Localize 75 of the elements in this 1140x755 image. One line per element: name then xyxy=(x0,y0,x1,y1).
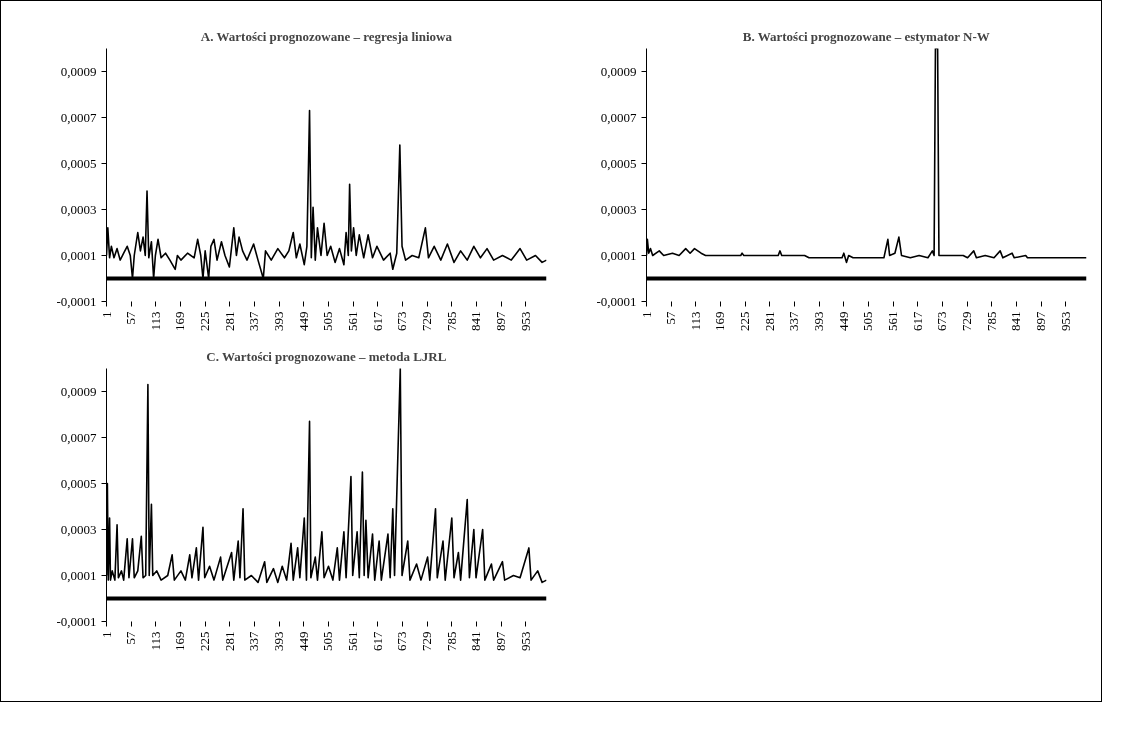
x-tick-label: 505 xyxy=(320,631,336,651)
x-tick-label: 673 xyxy=(394,631,410,651)
x-tick-label: 393 xyxy=(811,311,827,331)
x-tick-label: 1 xyxy=(98,631,114,638)
y-tick-label: -0,0001 xyxy=(56,293,97,309)
x-tick-label: 393 xyxy=(271,631,287,651)
x-tick-label: 113 xyxy=(687,311,703,331)
x-tick-label: 953 xyxy=(517,631,533,651)
y-tick-label: 0,0005 xyxy=(600,155,637,171)
x-tick-label: 113 xyxy=(147,311,163,331)
x-tick-label: 561 xyxy=(345,311,361,331)
x-tick-label: 785 xyxy=(443,311,459,331)
x-tick-label: 673 xyxy=(394,311,410,331)
x-tick-label: 729 xyxy=(419,311,435,331)
chart-title: A. Wartości prognozowane – regresja liniowa xyxy=(200,28,453,44)
y-tick-label: 0,0005 xyxy=(60,155,97,171)
y-tick-label: 0,0007 xyxy=(600,109,637,125)
x-tick-label: 169 xyxy=(712,311,728,331)
x-tick-label: 281 xyxy=(221,631,237,651)
y-tick-label: 0,0001 xyxy=(60,567,97,583)
y-tick-label: 0,0001 xyxy=(600,247,637,263)
x-tick-label: 617 xyxy=(369,311,385,331)
x-tick-label: 169 xyxy=(172,311,188,331)
x-tick-label: 617 xyxy=(369,631,385,651)
chart-title: B. Wartości prognozowane – estymator N-W xyxy=(742,28,990,44)
x-tick-label: 897 xyxy=(493,311,509,331)
x-tick-label: 673 xyxy=(934,311,950,331)
x-tick-label: 225 xyxy=(197,311,213,331)
x-tick-label: 897 xyxy=(493,631,509,651)
x-tick-label: 841 xyxy=(468,311,484,331)
x-tick-label: 1 xyxy=(638,311,654,318)
x-tick-label: 617 xyxy=(909,311,925,331)
x-tick-label: 281 xyxy=(761,311,777,331)
x-tick-label: 281 xyxy=(221,311,237,331)
x-tick-label: 785 xyxy=(443,631,459,651)
x-tick-label: 561 xyxy=(885,311,901,331)
x-tick-label: 953 xyxy=(1057,311,1073,331)
y-tick-label: 0,0007 xyxy=(60,429,97,445)
y-tick-label: 0,0009 xyxy=(60,63,97,79)
x-tick-label: 505 xyxy=(860,311,876,331)
x-tick-label: 113 xyxy=(147,631,163,651)
y-tick-label: 0,0009 xyxy=(600,63,637,79)
y-tick-label: 0,0001 xyxy=(60,247,97,263)
y-tick-label: 0,0003 xyxy=(60,201,97,217)
x-tick-label: 337 xyxy=(246,631,262,651)
y-tick-label: 0,0007 xyxy=(60,109,97,125)
y-tick-label: 0,0005 xyxy=(60,475,97,491)
x-tick-label: 337 xyxy=(246,311,262,331)
y-tick-label: -0,0001 xyxy=(56,613,97,629)
x-tick-label: 57 xyxy=(123,311,139,325)
x-tick-label: 449 xyxy=(835,311,851,331)
x-tick-label: 57 xyxy=(123,631,139,645)
x-tick-label: 337 xyxy=(786,311,802,331)
y-tick-label: 0,0009 xyxy=(60,383,97,399)
x-tick-label: 449 xyxy=(295,311,311,331)
y-tick-label: 0,0003 xyxy=(600,201,637,217)
x-tick-label: 841 xyxy=(468,631,484,651)
x-tick-label: 169 xyxy=(172,631,188,651)
x-tick-label: 729 xyxy=(419,631,435,651)
x-tick-label: 897 xyxy=(1033,311,1049,331)
y-tick-label: 0,0003 xyxy=(60,521,97,537)
chart-title: C. Wartości prognozowane – metoda LJRL xyxy=(206,348,447,364)
x-tick-label: 561 xyxy=(345,631,361,651)
x-tick-label: 57 xyxy=(663,311,679,325)
x-tick-label: 729 xyxy=(959,311,975,331)
x-tick-label: 393 xyxy=(271,311,287,331)
x-tick-label: 1 xyxy=(98,311,114,318)
x-tick-label: 953 xyxy=(517,311,533,331)
x-tick-label: 505 xyxy=(320,311,336,331)
x-tick-label: 785 xyxy=(983,311,999,331)
x-tick-label: 841 xyxy=(1008,311,1024,331)
x-tick-label: 225 xyxy=(737,311,753,331)
x-tick-label: 225 xyxy=(197,631,213,651)
y-tick-label: -0,0001 xyxy=(596,293,637,309)
x-tick-label: 449 xyxy=(295,631,311,651)
